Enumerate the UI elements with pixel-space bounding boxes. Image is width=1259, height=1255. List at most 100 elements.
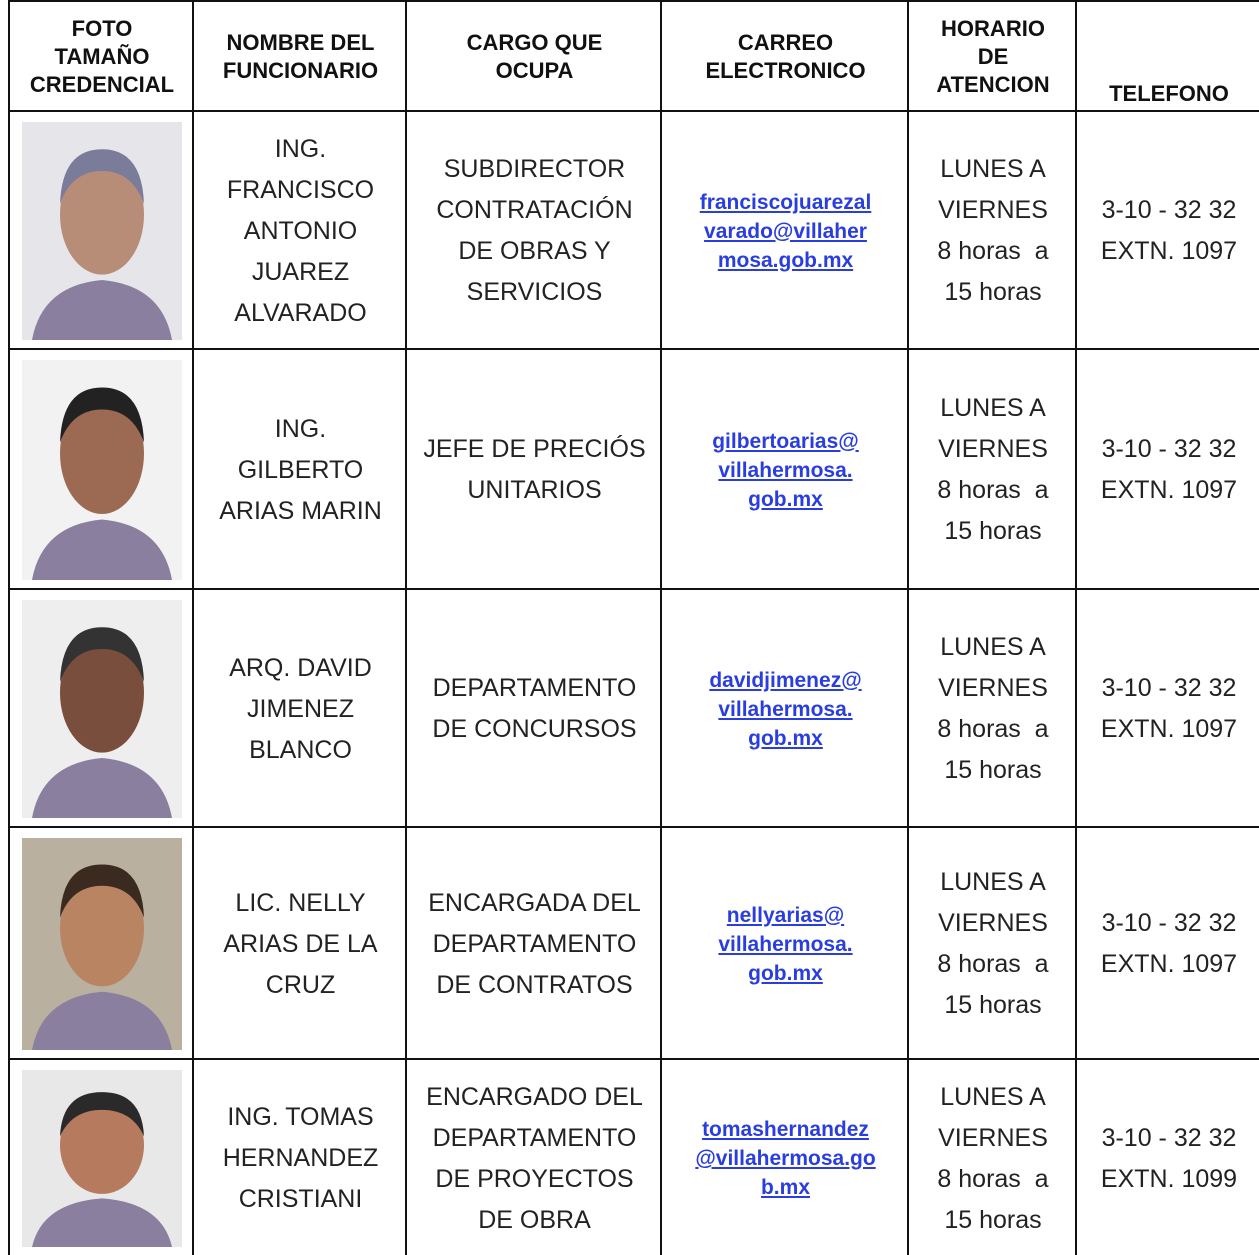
text-line: 15 horas: [944, 991, 1042, 1019]
photo: [22, 838, 182, 1050]
text-line: HORARIO: [941, 16, 1045, 41]
text-line: VIERNES: [938, 196, 1048, 224]
email-line[interactable]: gob.mx: [748, 487, 823, 511]
text-line: DEPARTAMENTO: [432, 674, 637, 702]
text-line: 8 horas a: [937, 1164, 1049, 1193]
email-line[interactable]: b.mx: [760, 1176, 810, 1199]
text-line: OCUPA: [495, 58, 574, 83]
email-cell: tomashernandez @villahermosa.go b.mx: [660, 1058, 909, 1255]
text-line: ATENCION: [936, 72, 1050, 97]
email-line[interactable]: villahermosa.: [718, 458, 853, 482]
cargo-cell: SUBDIRECTOR CONTRATACIÓN DE OBRAS Y SERVICI…: [405, 110, 662, 350]
email-line[interactable]: @villahermosa.go: [695, 1147, 876, 1170]
name-cell: LIC. NELLY ARIAS DE LA CRUZ: [192, 826, 407, 1060]
text-line: CRISTIANI: [238, 1185, 363, 1213]
text-line: ING.: [274, 134, 327, 163]
email-line[interactable]: gilbertoarias@: [712, 429, 859, 453]
text-line: EXTN. 1099: [1100, 1164, 1238, 1193]
header-cell: NOMBRE DEL FUNCIONARIO: [192, 0, 407, 112]
text-line: ARIAS DE LA: [223, 929, 378, 958]
text-line: FUNCIONARIO: [222, 58, 379, 83]
text-line: CREDENCIAL: [29, 72, 175, 97]
text-line: BLANCO: [249, 735, 352, 764]
email-cell: franciscojuarezal varado@villaher mosa.gob…: [660, 110, 909, 350]
text-line: JUAREZ: [251, 257, 350, 286]
text-line: DE CONCURSOS: [432, 715, 637, 743]
text-line: ALVARADO: [234, 298, 367, 327]
text-line: LUNES A: [940, 633, 1046, 661]
text-line: ING.: [274, 414, 327, 443]
text-line: LUNES A: [940, 868, 1046, 896]
text-line: 3-10 - 32 32: [1101, 674, 1237, 702]
email-line[interactable]: mosa.gob.mx: [717, 248, 854, 272]
email-line[interactable]: villahermosa.: [718, 697, 853, 721]
text-line: FRANCISCO: [226, 175, 375, 204]
text-line: CARGO QUE: [466, 30, 603, 55]
text-line: LIC. NELLY: [235, 888, 366, 917]
text-line: HERNANDEZ: [222, 1144, 379, 1172]
header-cell: HORARIO DE ATENCION: [907, 0, 1077, 112]
text-line: TAMAÑO: [54, 44, 150, 69]
email-line[interactable]: franciscojuarezal: [699, 190, 872, 214]
email-line[interactable]: tomashernandez: [702, 1118, 869, 1141]
text-line: 3-10 - 32 32: [1101, 1123, 1237, 1152]
name-cell: ING. TOMAS HERNANDEZ CRISTIANI: [192, 1058, 407, 1255]
cargo-cell: JEFE DE PRECIÓS UNITARIOS: [405, 348, 662, 590]
text-line: LUNES A: [940, 155, 1046, 183]
text-line: 15 horas: [944, 756, 1042, 784]
text-line: CRUZ: [265, 970, 336, 999]
text-line: ANTONIO: [243, 216, 358, 245]
photo-cell: [8, 348, 194, 590]
email-cell: davidjimenez@ villahermosa. gob.mx: [660, 588, 909, 828]
photo: [22, 600, 182, 818]
telefono-cell: 3-10 - 32 32 EXTN. 1099: [1075, 1058, 1259, 1255]
text-line: ARIAS MARIN: [219, 496, 382, 525]
email-line[interactable]: davidjimenez@: [709, 668, 862, 692]
name-cell: ING. GILBERTO ARIAS MARIN: [192, 348, 407, 590]
horario-cell: LUNES A VIERNES 8 horas a 15 horas: [907, 826, 1077, 1060]
telefono-cell: 3-10 - 32 32 EXTN. 1097: [1075, 110, 1259, 350]
text-line: EXTN. 1097: [1100, 476, 1238, 504]
horario-cell: LUNES A VIERNES 8 horas a 15 horas: [907, 110, 1077, 350]
photo: [22, 122, 182, 340]
text-line: 8 horas a: [937, 476, 1049, 504]
horario-cell: LUNES A VIERNES 8 horas a 15 horas: [907, 348, 1077, 590]
telefono-cell: 3-10 - 32 32 EXTN. 1097: [1075, 588, 1259, 828]
text-line: CONTRATACIÓN: [436, 196, 633, 224]
text-line: VIERNES: [938, 1123, 1048, 1152]
text-line: UNITARIOS: [467, 476, 602, 504]
text-line: 8 horas a: [937, 715, 1049, 743]
email-line[interactable]: gob.mx: [748, 961, 823, 985]
cargo-cell: ENCARGADO DEL DEPARTAMENTO DE PROYECTOS DE …: [405, 1058, 662, 1255]
text-line: ING. TOMAS: [227, 1103, 374, 1131]
text-line: 3-10 - 32 32: [1101, 909, 1237, 937]
header-cell: FOTO TAMAÑO CREDENCIAL: [8, 0, 194, 112]
text-line: LUNES A: [940, 1082, 1046, 1111]
text-line: DEPARTAMENTO: [432, 1123, 637, 1152]
text-line: TELEFONO: [1109, 81, 1229, 106]
name-cell: ING. FRANCISCO ANTONIO JUAREZ ALVARADO: [192, 110, 407, 350]
text-line: ENCARGADO DEL: [426, 1082, 643, 1111]
photo-cell: [8, 110, 194, 350]
photo-cell: [8, 1058, 194, 1255]
text-line: EXTN. 1097: [1100, 950, 1238, 978]
text-line: GILBERTO: [237, 455, 364, 484]
text-line: SERVICIOS: [466, 278, 603, 306]
text-line: DE PROYECTOS: [435, 1164, 634, 1193]
text-line: VIERNES: [938, 674, 1048, 702]
text-line: DE OBRAS Y: [458, 237, 611, 265]
header-cell: CARREO ELECTRONICO: [660, 0, 909, 112]
text-line: JEFE DE PRECIÓS: [423, 435, 646, 463]
email-line[interactable]: nellyarias@: [726, 903, 845, 927]
telefono-cell: 3-10 - 32 32 EXTN. 1097: [1075, 348, 1259, 590]
name-cell: ARQ. DAVID JIMENEZ BLANCO: [192, 588, 407, 828]
email-line[interactable]: gob.mx: [748, 726, 823, 750]
text-line: DEPARTAMENTO: [432, 929, 637, 958]
text-line: VIERNES: [938, 909, 1048, 937]
email-line[interactable]: villahermosa.: [718, 932, 853, 956]
cargo-cell: ENCARGADA DEL DEPARTAMENTO DE CONTRATOS: [405, 826, 662, 1060]
email-line[interactable]: varado@villaher: [704, 219, 867, 243]
text-line: FOTO: [71, 16, 133, 41]
text-line: DE CONTRATOS: [436, 970, 633, 999]
